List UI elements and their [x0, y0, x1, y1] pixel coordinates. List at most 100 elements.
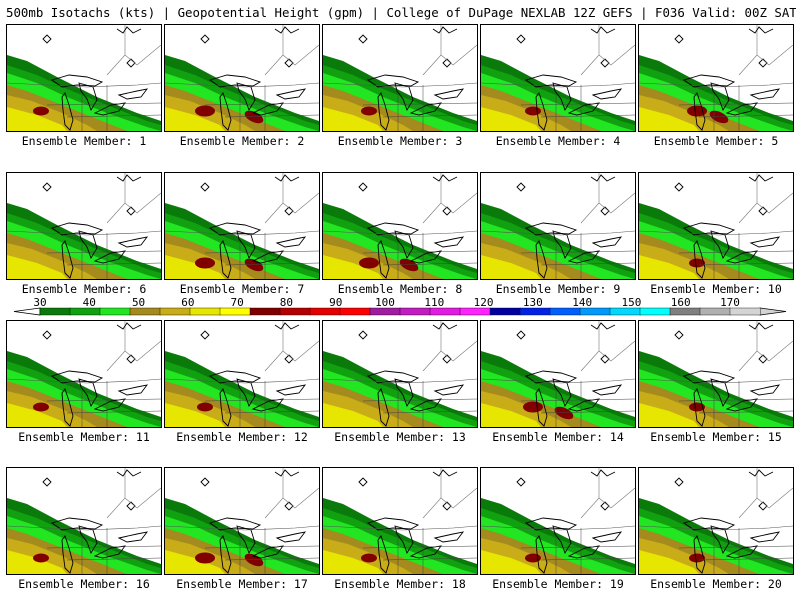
member-label: Ensemble Member: 13	[334, 430, 466, 444]
colorbar-swatch	[279, 307, 311, 316]
colorbar-right-arrow	[759, 307, 787, 316]
isotach-map	[480, 320, 636, 428]
colorbar-tick-label: 50	[132, 296, 145, 309]
member-label: Ensemble Member: 9	[495, 282, 621, 296]
member-label: Ensemble Member: 1	[21, 134, 147, 148]
map-canvas	[481, 468, 635, 574]
map-canvas	[323, 468, 477, 574]
member-label: Ensemble Member: 15	[650, 430, 782, 444]
colorbar-swatch	[249, 307, 281, 316]
map-canvas	[165, 321, 319, 427]
colorbar-tick-label: 150	[621, 296, 641, 309]
map-canvas	[481, 25, 635, 131]
map-canvas	[7, 173, 161, 279]
colorbar-swatch	[39, 307, 71, 316]
isotach-map	[638, 172, 794, 280]
isotach-map	[480, 172, 636, 280]
colorbar-tick-label: 70	[231, 296, 244, 309]
map-canvas	[639, 173, 793, 279]
map-canvas	[165, 173, 319, 279]
map-canvas	[481, 321, 635, 427]
colorbar-swatch	[549, 307, 581, 316]
member-label: Ensemble Member: 10	[650, 282, 782, 296]
isotach-map	[322, 320, 478, 428]
map-canvas	[639, 468, 793, 574]
colorbar-swatch	[99, 307, 131, 316]
colorbar-tick-label: 140	[572, 296, 592, 309]
map-canvas	[323, 321, 477, 427]
colorbar-swatch	[669, 307, 701, 316]
colorbar-tick-label: 30	[33, 296, 46, 309]
member-label: Ensemble Member: 18	[334, 577, 466, 591]
colorbar-tick-label: 160	[671, 296, 691, 309]
member-label: Ensemble Member: 19	[492, 577, 624, 591]
member-label: Ensemble Member: 8	[337, 282, 463, 296]
isotach-map	[480, 24, 636, 132]
member-label: Ensemble Member: 11	[18, 430, 150, 444]
colorbar-swatch	[219, 307, 251, 316]
colorbar-left-arrow	[13, 307, 41, 316]
colorbar-swatch	[489, 307, 521, 316]
colorbar-swatch	[459, 307, 491, 316]
colorbar-tick-label: 120	[474, 296, 494, 309]
colorbar-swatch	[189, 307, 221, 316]
colorbar-swatch	[699, 307, 731, 316]
colorbar-tick-label: 100	[375, 296, 395, 309]
colorbar-tick-label: 90	[329, 296, 342, 309]
map-canvas	[481, 173, 635, 279]
isotach-colorbar: 30 40 50 60 70 80 90 100 110 120 130 140 150 160 170	[0, 296, 800, 320]
isotach-map	[638, 320, 794, 428]
member-label: Ensemble Member: 5	[653, 134, 779, 148]
member-label: Ensemble Member: 7	[179, 282, 305, 296]
map-canvas	[7, 468, 161, 574]
member-label: Ensemble Member: 6	[21, 282, 147, 296]
colorbar-swatch	[69, 307, 101, 316]
isotach-map	[638, 24, 794, 132]
colorbar-tick-label: 130	[523, 296, 543, 309]
isotach-map	[164, 467, 320, 575]
colorbar-swatch	[609, 307, 641, 316]
member-label: Ensemble Member: 20	[650, 577, 782, 591]
colorbar-swatch	[159, 307, 191, 316]
colorbar-tick-label: 60	[181, 296, 194, 309]
member-label: Ensemble Member: 3	[337, 134, 463, 148]
colorbar-swatch	[369, 307, 401, 316]
isotach-map	[638, 467, 794, 575]
colorbar-swatch	[399, 307, 431, 316]
isotach-map	[6, 320, 162, 428]
colorbar-swatch	[309, 307, 341, 316]
isotach-map	[322, 24, 478, 132]
map-canvas	[323, 173, 477, 279]
isotach-map	[480, 467, 636, 575]
member-label: Ensemble Member: 4	[495, 134, 621, 148]
map-canvas	[7, 25, 161, 131]
map-canvas	[639, 321, 793, 427]
colorbar-tick-label: 170	[720, 296, 740, 309]
member-label: Ensemble Member: 2	[179, 134, 305, 148]
colorbar-swatch	[729, 307, 761, 316]
colorbar-swatch	[639, 307, 671, 316]
colorbar-canvas: 30 40 50 60 70 80 90 100 110 120 130 140 150 160 170	[13, 296, 787, 316]
isotach-map	[322, 467, 478, 575]
map-canvas	[165, 468, 319, 574]
colorbar-swatch	[429, 307, 461, 316]
map-canvas	[165, 25, 319, 131]
member-label: Ensemble Member: 17	[176, 577, 308, 591]
colorbar-swatch	[339, 307, 371, 316]
map-canvas	[7, 321, 161, 427]
isotach-map	[6, 172, 162, 280]
colorbar-tick-label: 110	[424, 296, 444, 309]
colorbar-tick-label: 40	[83, 296, 96, 309]
isotach-map	[164, 172, 320, 280]
colorbar-swatch	[519, 307, 551, 316]
colorbar-tick-label: 80	[280, 296, 293, 309]
colorbar-swatch	[579, 307, 611, 316]
map-canvas	[323, 25, 477, 131]
page-title: 500mb Isotachs (kts) | Geopotential Heig…	[6, 5, 796, 20]
map-canvas	[639, 25, 793, 131]
isotach-map	[6, 467, 162, 575]
isotach-map	[6, 24, 162, 132]
isotach-map	[164, 24, 320, 132]
member-label: Ensemble Member: 14	[492, 430, 624, 444]
member-label: Ensemble Member: 12	[176, 430, 308, 444]
